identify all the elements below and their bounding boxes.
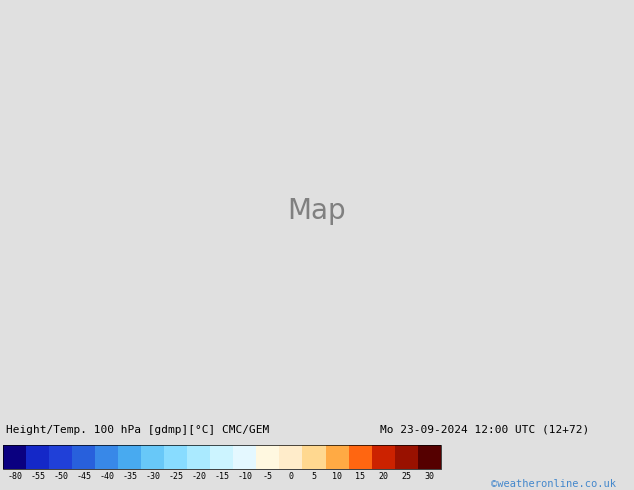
FancyBboxPatch shape	[325, 445, 349, 469]
FancyBboxPatch shape	[95, 445, 119, 469]
Text: -20: -20	[191, 472, 207, 481]
Text: -15: -15	[214, 472, 230, 481]
Text: -45: -45	[76, 472, 91, 481]
FancyBboxPatch shape	[210, 445, 233, 469]
FancyBboxPatch shape	[394, 445, 418, 469]
Text: -35: -35	[122, 472, 138, 481]
FancyBboxPatch shape	[119, 445, 141, 469]
FancyBboxPatch shape	[49, 445, 72, 469]
Text: -10: -10	[237, 472, 252, 481]
Text: 30: 30	[424, 472, 434, 481]
FancyBboxPatch shape	[372, 445, 394, 469]
FancyBboxPatch shape	[302, 445, 325, 469]
FancyBboxPatch shape	[164, 445, 188, 469]
Text: -30: -30	[145, 472, 160, 481]
FancyBboxPatch shape	[233, 445, 256, 469]
Bar	[3, 445, 441, 469]
FancyBboxPatch shape	[280, 445, 302, 469]
Text: -40: -40	[100, 472, 114, 481]
Text: 10: 10	[332, 472, 342, 481]
Text: ©weatheronline.co.uk: ©weatheronline.co.uk	[491, 479, 616, 489]
FancyBboxPatch shape	[3, 445, 26, 469]
Text: 5: 5	[311, 472, 316, 481]
Text: -80: -80	[7, 472, 22, 481]
Text: 25: 25	[401, 472, 411, 481]
Text: -5: -5	[263, 472, 273, 481]
FancyBboxPatch shape	[256, 445, 280, 469]
Text: -25: -25	[169, 472, 183, 481]
Text: Height/Temp. 100 hPa [gdmp][°C] CMC/GEM: Height/Temp. 100 hPa [gdmp][°C] CMC/GEM	[6, 425, 269, 435]
Text: 20: 20	[378, 472, 388, 481]
Text: Map: Map	[288, 196, 346, 225]
Text: -50: -50	[53, 472, 68, 481]
FancyBboxPatch shape	[26, 445, 49, 469]
Text: -55: -55	[30, 472, 45, 481]
FancyBboxPatch shape	[141, 445, 164, 469]
Text: 15: 15	[355, 472, 365, 481]
FancyBboxPatch shape	[418, 445, 441, 469]
Text: 0: 0	[288, 472, 294, 481]
FancyBboxPatch shape	[349, 445, 372, 469]
FancyBboxPatch shape	[72, 445, 95, 469]
FancyBboxPatch shape	[188, 445, 210, 469]
Text: Mo 23-09-2024 12:00 UTC (12+72): Mo 23-09-2024 12:00 UTC (12+72)	[380, 425, 590, 435]
